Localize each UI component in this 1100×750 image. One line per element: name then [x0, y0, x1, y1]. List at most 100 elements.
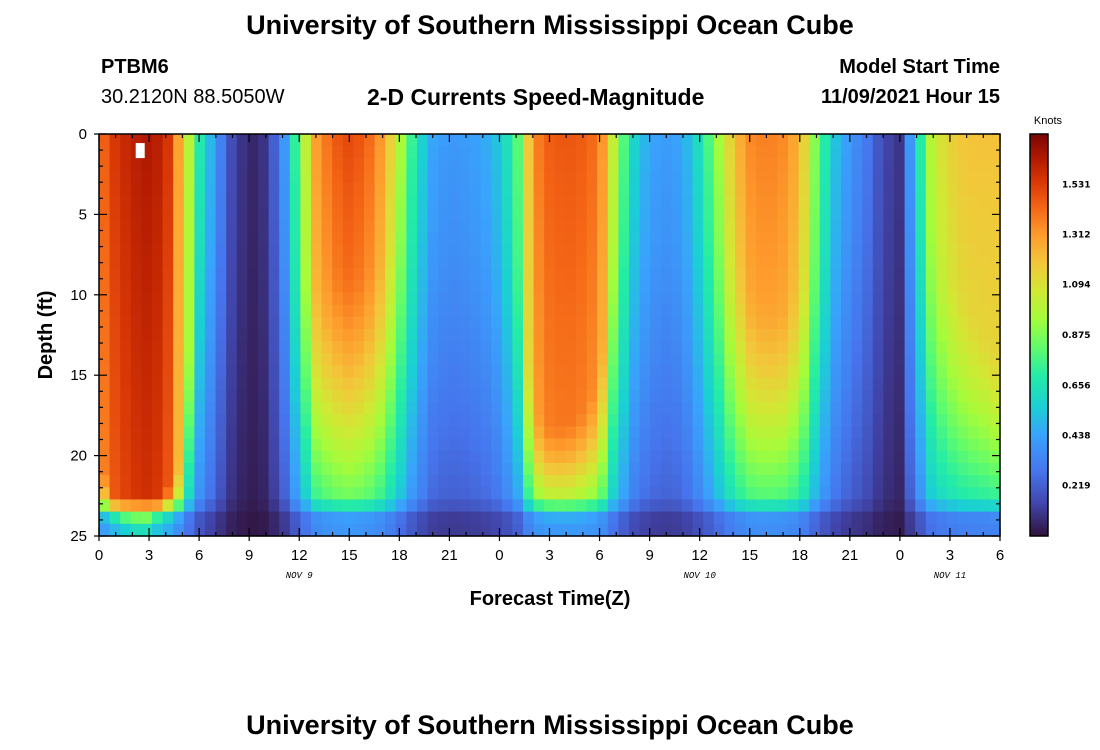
heatmap-cell	[215, 511, 227, 525]
heatmap-cell	[978, 194, 990, 208]
heatmap-cell	[671, 462, 683, 476]
heatmap-cell	[215, 182, 227, 196]
heatmap-cell	[904, 341, 916, 354]
heatmap-cell	[565, 377, 577, 391]
heatmap-cell	[395, 328, 407, 342]
heatmap-cell	[385, 280, 397, 293]
heatmap-cell	[756, 219, 768, 233]
heatmap-cell	[809, 475, 821, 488]
heatmap-cell	[788, 219, 800, 233]
heatmap-cell	[152, 255, 164, 269]
heatmap-cell	[512, 365, 524, 379]
heatmap-cell	[523, 304, 535, 318]
heatmap-cell	[268, 402, 280, 415]
heatmap-cell	[618, 402, 630, 415]
heatmap-cell	[342, 414, 354, 427]
heatmap-cell	[978, 414, 990, 427]
heatmap-cell	[629, 194, 641, 208]
heatmap-cell	[660, 316, 672, 330]
heatmap-cell	[639, 414, 651, 427]
heatmap-cell	[226, 182, 238, 196]
heatmap-cell	[438, 389, 450, 403]
heatmap-cell	[597, 438, 609, 452]
heatmap-cell	[247, 402, 259, 415]
heatmap-cell	[374, 316, 386, 330]
heatmap-cell	[660, 523, 672, 537]
heatmap-cell	[968, 328, 980, 342]
heatmap-cell	[947, 438, 959, 452]
heatmap-cell	[395, 255, 407, 269]
heatmap-cell	[639, 426, 651, 440]
heatmap-cell	[692, 377, 704, 391]
heatmap-cell	[183, 231, 195, 245]
heatmap-cell	[173, 499, 185, 513]
heatmap-cell	[130, 402, 142, 415]
heatmap-cell	[374, 341, 386, 354]
heatmap-cell	[470, 255, 482, 269]
heatmap-cell	[205, 280, 217, 293]
heatmap-cell	[819, 280, 831, 293]
heatmap-cell	[798, 304, 810, 318]
heatmap-cell	[480, 304, 492, 318]
heatmap-cell	[692, 219, 704, 233]
heatmap-cell	[597, 207, 609, 220]
heatmap-cell	[470, 134, 482, 147]
heatmap-cell	[819, 328, 831, 342]
heatmap-cell	[777, 450, 789, 464]
heatmap-cell	[279, 475, 291, 488]
heatmap-cell	[745, 511, 757, 525]
heatmap-cell	[872, 365, 884, 379]
heatmap-cell	[894, 414, 906, 427]
heatmap-cell	[894, 499, 906, 513]
heatmap-cell	[459, 462, 471, 476]
heatmap-cell	[289, 402, 301, 415]
heatmap-cell	[268, 328, 280, 342]
heatmap-cell	[491, 194, 503, 208]
heatmap-cell	[512, 182, 524, 196]
heatmap-cell	[342, 450, 354, 464]
heatmap-cell	[841, 304, 853, 318]
heatmap-cell	[247, 377, 259, 391]
heatmap-cell	[639, 487, 651, 501]
heatmap-cell	[258, 194, 270, 208]
heatmap-cell	[841, 341, 853, 354]
heatmap-cell	[268, 207, 280, 220]
heatmap-cell	[894, 170, 906, 184]
heatmap-cell	[777, 292, 789, 306]
heatmap-cell	[894, 316, 906, 330]
heatmap-cell	[470, 438, 482, 452]
heatmap-cell	[915, 353, 927, 367]
heatmap-cell	[236, 134, 248, 147]
heatmap-cell	[173, 450, 185, 464]
heatmap-cell	[957, 353, 969, 367]
heatmap-cell	[554, 219, 566, 233]
heatmap-cell	[809, 450, 821, 464]
heatmap-cell	[660, 182, 672, 196]
heatmap-cell	[215, 377, 227, 391]
heatmap-cell	[597, 523, 609, 537]
heatmap-cell	[332, 255, 344, 269]
heatmap-cell	[565, 207, 577, 220]
heatmap-cell	[830, 341, 842, 354]
heatmap-cell	[692, 194, 704, 208]
heatmap-cell	[639, 243, 651, 257]
heatmap-cell	[173, 487, 185, 501]
heatmap-cell	[342, 353, 354, 367]
heatmap-cell	[607, 280, 619, 293]
heatmap-cell	[618, 426, 630, 440]
heatmap-cell	[427, 231, 439, 245]
heatmap-cell	[395, 182, 407, 196]
heatmap-cell	[819, 231, 831, 245]
heatmap-cell	[236, 450, 248, 464]
heatmap-cell	[883, 450, 895, 464]
heatmap-cell	[947, 134, 959, 147]
heatmap-cell	[342, 268, 354, 281]
heatmap-cell	[724, 426, 736, 440]
heatmap-cell	[544, 255, 556, 269]
heatmap-cell	[448, 231, 460, 245]
heatmap-cell	[141, 389, 153, 403]
heatmap-cell	[851, 231, 863, 245]
heatmap-cell	[300, 365, 312, 379]
heatmap-cell	[374, 194, 386, 208]
heatmap-cell	[332, 426, 344, 440]
